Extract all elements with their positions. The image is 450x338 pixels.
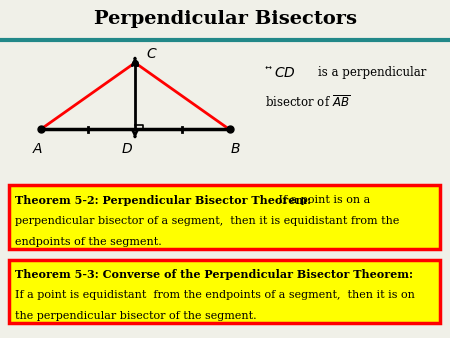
Text: Theorem 5-3: Converse of the Perpendicular Bisector Theorem:: Theorem 5-3: Converse of the Perpendicul… (15, 269, 414, 280)
Text: $\overleftrightarrow{CD}$: $\overleftrightarrow{CD}$ (265, 65, 296, 80)
Text: bisector of $\overline{AB}$: bisector of $\overline{AB}$ (265, 95, 350, 111)
Text: $C$: $C$ (146, 47, 158, 61)
Text: $D$: $D$ (121, 142, 133, 156)
Text: Theorem 5-2: Perpendicular Bisector Theorem:: Theorem 5-2: Perpendicular Bisector Theo… (15, 195, 311, 206)
Text: $B$: $B$ (230, 142, 240, 156)
Text: is a perpendicular: is a perpendicular (318, 66, 426, 79)
Text: endpoints of the segment.: endpoints of the segment. (15, 237, 162, 246)
Text: If a point is on a: If a point is on a (275, 195, 370, 205)
Text: the perpendicular bisector of the segment.: the perpendicular bisector of the segmen… (15, 311, 257, 321)
Text: If a point is equidistant  from the endpoints of a segment,  then it is on: If a point is equidistant from the endpo… (15, 290, 415, 300)
Text: $A$: $A$ (32, 142, 44, 156)
Text: Perpendicular Bisectors: Perpendicular Bisectors (94, 10, 356, 28)
Text: perpendicular bisector of a segment,  then it is equidistant from the: perpendicular bisector of a segment, the… (15, 216, 400, 226)
